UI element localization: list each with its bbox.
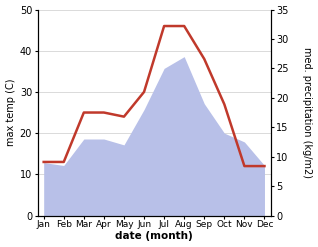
Y-axis label: max temp (C): max temp (C) [5, 79, 16, 146]
Y-axis label: med. precipitation (kg/m2): med. precipitation (kg/m2) [302, 47, 313, 178]
X-axis label: date (month): date (month) [115, 231, 193, 242]
